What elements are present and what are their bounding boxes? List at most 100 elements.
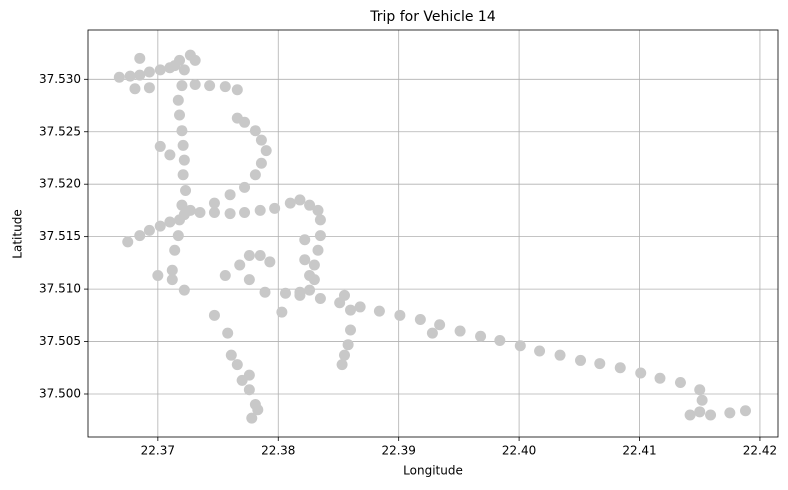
point xyxy=(189,54,201,66)
point xyxy=(414,314,426,326)
point xyxy=(177,139,189,151)
point xyxy=(231,112,243,124)
point xyxy=(222,327,234,339)
point xyxy=(635,367,647,379)
point xyxy=(308,259,320,271)
point xyxy=(234,259,246,271)
point xyxy=(705,409,717,421)
point xyxy=(594,358,606,370)
point xyxy=(494,334,506,346)
point xyxy=(264,256,276,268)
point xyxy=(654,372,666,384)
point xyxy=(243,274,255,286)
point xyxy=(674,376,686,388)
point xyxy=(312,244,324,256)
point xyxy=(243,250,255,262)
point xyxy=(684,409,696,421)
point xyxy=(208,207,220,219)
y-tick-label: 37.505 xyxy=(39,334,81,348)
point xyxy=(243,384,255,396)
point xyxy=(204,80,216,92)
point xyxy=(696,394,708,406)
point xyxy=(739,405,751,417)
point xyxy=(224,189,236,201)
point xyxy=(239,181,251,193)
point xyxy=(394,309,406,321)
point xyxy=(176,199,188,211)
point xyxy=(224,208,236,220)
point xyxy=(354,301,366,313)
point xyxy=(249,169,261,181)
point xyxy=(134,69,146,81)
point xyxy=(314,230,326,242)
x-tick-label: 22.37 xyxy=(141,444,175,458)
point xyxy=(177,169,189,181)
point xyxy=(134,52,146,64)
point xyxy=(575,354,587,366)
point xyxy=(176,80,188,92)
point xyxy=(176,125,188,137)
point xyxy=(255,134,267,146)
point xyxy=(231,359,243,371)
point xyxy=(166,264,178,276)
point xyxy=(178,64,190,76)
x-tick-label: 22.40 xyxy=(502,444,536,458)
point xyxy=(172,230,184,242)
point xyxy=(208,197,220,209)
point xyxy=(254,204,266,216)
point xyxy=(152,269,164,281)
point xyxy=(294,194,306,206)
point xyxy=(143,224,155,236)
point xyxy=(554,349,566,361)
point xyxy=(304,284,316,296)
point xyxy=(143,82,155,94)
point xyxy=(255,157,267,169)
point xyxy=(178,209,190,221)
point xyxy=(434,319,446,331)
point xyxy=(454,325,466,337)
point xyxy=(164,216,176,228)
point xyxy=(178,154,190,166)
point xyxy=(304,199,316,211)
y-axis-label: Latitude xyxy=(11,209,25,258)
y-tick-label: 37.525 xyxy=(39,124,81,138)
point xyxy=(314,293,326,305)
point xyxy=(299,254,311,266)
point xyxy=(169,60,181,72)
point xyxy=(534,345,546,357)
y-tick-label: 37.500 xyxy=(39,386,81,400)
point xyxy=(246,412,258,424)
point xyxy=(345,304,357,316)
point xyxy=(219,81,231,93)
x-axis-label: Longitude xyxy=(403,464,463,478)
x-tick-label: 22.38 xyxy=(261,444,295,458)
y-tick-label: 37.530 xyxy=(39,72,81,86)
y-tick-label: 37.515 xyxy=(39,229,81,243)
y-tick-label: 37.520 xyxy=(39,177,81,191)
point xyxy=(304,269,316,281)
point xyxy=(260,145,272,157)
point xyxy=(154,220,166,232)
point xyxy=(614,362,626,374)
point xyxy=(338,289,350,301)
point xyxy=(166,274,178,286)
point xyxy=(276,306,288,318)
point xyxy=(154,64,166,76)
point xyxy=(724,407,736,419)
point xyxy=(169,244,181,256)
point xyxy=(475,330,487,342)
plot-frame xyxy=(87,29,779,438)
chart-title: Trip for Vehicle 14 xyxy=(369,9,496,25)
x-tick-label: 22.39 xyxy=(382,444,416,458)
point xyxy=(694,384,706,396)
x-tick-label: 22.42 xyxy=(743,444,777,458)
point xyxy=(279,287,291,299)
point xyxy=(345,324,357,336)
point xyxy=(299,234,311,246)
point xyxy=(269,202,281,214)
point xyxy=(164,149,176,161)
point xyxy=(219,269,231,281)
point xyxy=(231,84,243,96)
point xyxy=(514,340,526,352)
